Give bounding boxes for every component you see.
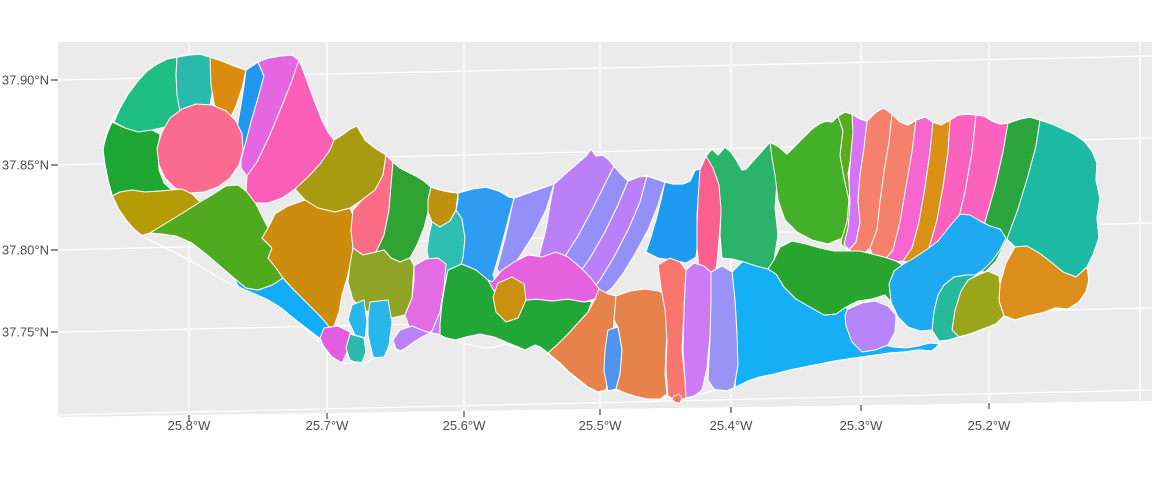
island-group (103, 54, 1100, 401)
map-region-violet-stripe-s (682, 262, 713, 399)
x-axis-tick-label: 25.6°W (443, 418, 487, 433)
map-region-circle-pink (156, 103, 244, 194)
y-axis-tick-label: 37.75°N (2, 325, 49, 340)
map-region-peri-stripe-3 (588, 175, 666, 297)
x-axis-tick-label: 25.3°W (840, 418, 884, 433)
map-region-gold-blob (492, 276, 527, 323)
map-region-blue-furnas (888, 213, 1007, 332)
x-axis-tick-label: 25.4°W (710, 418, 754, 433)
y-axis-tick-label: 37.90°N (2, 73, 49, 88)
x-axis-tick-label: 25.8°W (168, 418, 212, 433)
x-axis-tick-label: 25.5°W (579, 418, 623, 433)
map-region-green-furnas (767, 240, 903, 316)
x-axis-tick-label: 25.7°W (306, 418, 350, 433)
map-region-orange-b (613, 288, 669, 400)
y-axis-tick-label: 37.80°N (2, 243, 49, 258)
map-region-lavender-se (844, 300, 897, 353)
latitude-gridline (58, 389, 1152, 416)
island-coastline (102, 53, 1101, 402)
axes-group: 25.8°W 25.7°W 25.6°W 25.5°W 25.4°W 25.3°W 25.2… (2, 73, 1011, 434)
map-region-peri-stripe-s (707, 265, 739, 393)
map-region-cyan-s-stripe-a (347, 299, 368, 339)
islet-vila-franca-islet (671, 393, 683, 404)
y-axis-tick-label: 37.85°N (2, 158, 49, 173)
x-axis-tick-label: 25.2°W (968, 418, 1012, 433)
